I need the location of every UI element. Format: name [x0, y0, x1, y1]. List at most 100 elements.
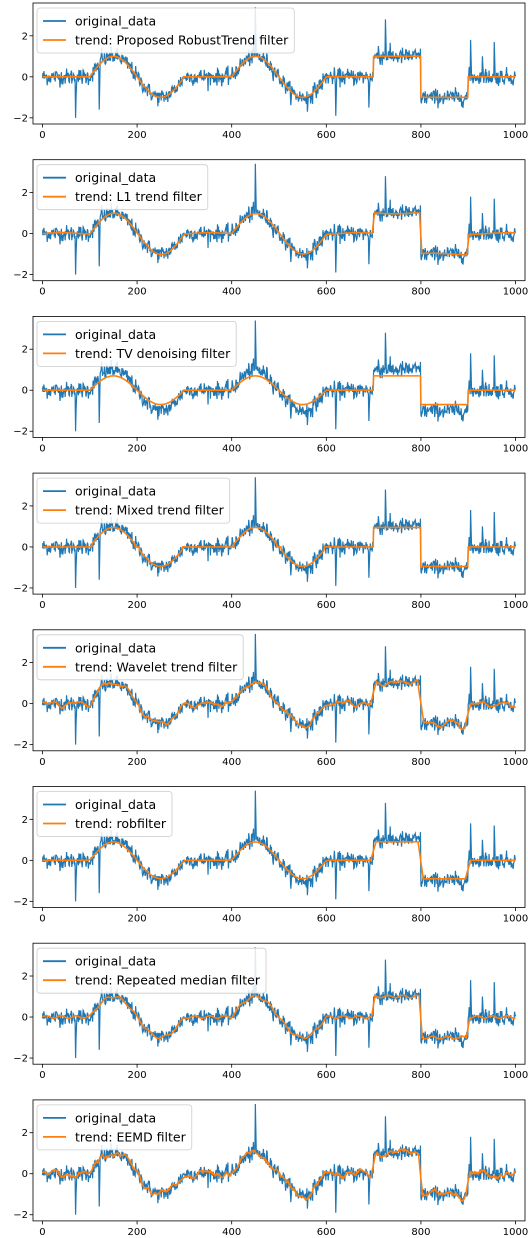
x-tick-label: 0 [39, 600, 45, 611]
x-tick-label: 400 [222, 287, 241, 298]
x-tick-label: 200 [128, 130, 147, 141]
legend-box [36, 791, 173, 837]
x-tick-label: 200 [128, 914, 147, 925]
axes-frame [32, 315, 526, 438]
legend-label: original_data [75, 640, 156, 655]
series-line-trend [42, 678, 516, 731]
x-tick-label: 600 [317, 914, 336, 925]
x-tick-label: 400 [222, 130, 241, 141]
y-tick-label: 2 [22, 815, 28, 826]
legend-label: trend: robfilter [75, 816, 167, 831]
legend: original_data trend: Wavelet trend filter [36, 634, 244, 681]
series-line-trend [42, 841, 516, 880]
legend-label: original_data [75, 484, 156, 499]
x-tick-label: 400 [222, 914, 241, 925]
y-tick-label: 0 [22, 1013, 28, 1024]
legend-label: original_data [75, 327, 156, 342]
legend-box [36, 634, 244, 681]
y-tick-label: 0 [22, 1169, 28, 1180]
y-tick-label: −2 [13, 1210, 28, 1221]
x-tick-label: 0 [39, 1070, 45, 1081]
x-tick-label: 1000 [503, 130, 528, 141]
axes-frame [32, 629, 526, 752]
series-line-original-data [41, 320, 517, 432]
legend-box [36, 477, 231, 524]
x-tick-label: 200 [128, 443, 147, 454]
axes-frame [32, 159, 526, 282]
x-tick-label: 600 [317, 130, 336, 141]
y-tick-label: 2 [22, 345, 28, 356]
legend-box [36, 320, 237, 367]
legend-label: original_data [75, 797, 156, 812]
y-tick-label: 2 [22, 972, 28, 983]
legend-label: trend: EEMD filter [75, 1129, 187, 1144]
x-tick-label: 200 [128, 1070, 147, 1081]
y-tick-label: −2 [13, 270, 28, 281]
series-line-trend [42, 526, 516, 568]
legend: original_data trend: Mixed trend filter [36, 477, 231, 524]
x-tick-label: 600 [317, 443, 336, 454]
legend-box [36, 947, 267, 994]
x-tick-label: 0 [39, 130, 45, 141]
axes-frame [32, 2, 526, 125]
x-tick-label: 800 [411, 130, 430, 141]
chart-panel-7: 0 200 400 600 800 1000 −2 0 2 original_data trend:… [13, 942, 528, 1081]
legend-label: trend: L1 trend filter [75, 189, 203, 204]
x-tick-label: 1000 [503, 757, 528, 768]
x-tick-label: 0 [39, 287, 45, 298]
axes-frame [32, 942, 526, 1065]
legend: original_data trend: EEMD filter [36, 1104, 193, 1151]
series-line-trend [41, 1147, 517, 1203]
legend-label: original_data [75, 170, 156, 185]
axes-frame [32, 472, 526, 595]
legend-label: trend: TV denoising filter [75, 346, 231, 361]
chart-panel-3: 0 200 400 600 800 1000 −2 0 2 original_data trend:… [13, 315, 528, 454]
y-tick-label: 2 [22, 31, 28, 42]
y-tick-label: 2 [22, 501, 28, 512]
x-tick-label: 1000 [503, 443, 528, 454]
series-line-trend [42, 55, 516, 99]
y-tick-label: −2 [13, 1054, 28, 1065]
chart-panel-6: 0 200 400 600 800 1000 −2 0 2 original_data trend:… [13, 786, 528, 925]
x-tick-label: 800 [411, 1227, 430, 1238]
legend: original_data trend: robfilter [36, 791, 173, 837]
x-tick-label: 800 [411, 287, 430, 298]
series-line-trend [42, 375, 516, 406]
x-tick-label: 400 [222, 443, 241, 454]
x-tick-label: 400 [222, 1070, 241, 1081]
legend-box [36, 164, 209, 211]
legend-label: original_data [75, 954, 156, 969]
x-tick-label: 200 [128, 600, 147, 611]
x-tick-label: 400 [222, 757, 241, 768]
x-tick-label: 400 [222, 1227, 241, 1238]
series-line-original-data [41, 947, 517, 1059]
chart-panel-2: 0 200 400 600 800 1000 −2 0 2 original_data trend:… [13, 159, 528, 298]
y-tick-label: 2 [22, 658, 28, 669]
chart-panel-8: 0 200 400 600 800 1000 −2 0 2 original_data trend:… [13, 1099, 528, 1238]
x-tick-label: 800 [411, 600, 430, 611]
x-tick-label: 0 [39, 914, 45, 925]
x-tick-label: 600 [317, 600, 336, 611]
x-tick-label: 800 [411, 757, 430, 768]
legend-box [36, 1104, 193, 1151]
y-tick-label: 0 [22, 856, 28, 867]
y-tick-label: 0 [22, 542, 28, 553]
x-tick-label: 600 [317, 757, 336, 768]
x-tick-label: 0 [39, 757, 45, 768]
y-tick-label: −2 [13, 897, 28, 908]
x-tick-label: 1000 [503, 914, 528, 925]
y-tick-label: 0 [22, 386, 28, 397]
x-tick-label: 1000 [503, 287, 528, 298]
y-tick-label: −2 [13, 427, 28, 438]
x-tick-label: 600 [317, 1227, 336, 1238]
chart-panel-4: 0 200 400 600 800 1000 −2 0 2 original_data trend:… [13, 472, 528, 611]
legend-label: original_data [75, 14, 156, 29]
x-tick-label: 200 [128, 1227, 147, 1238]
legend-label: trend: Repeated median filter [75, 973, 261, 988]
y-tick-label: −2 [13, 113, 28, 124]
legend: original_data trend: L1 trend filter [36, 164, 209, 211]
x-tick-label: 200 [128, 757, 147, 768]
axes-frame [32, 1099, 526, 1222]
series-line-original-data [41, 633, 517, 745]
